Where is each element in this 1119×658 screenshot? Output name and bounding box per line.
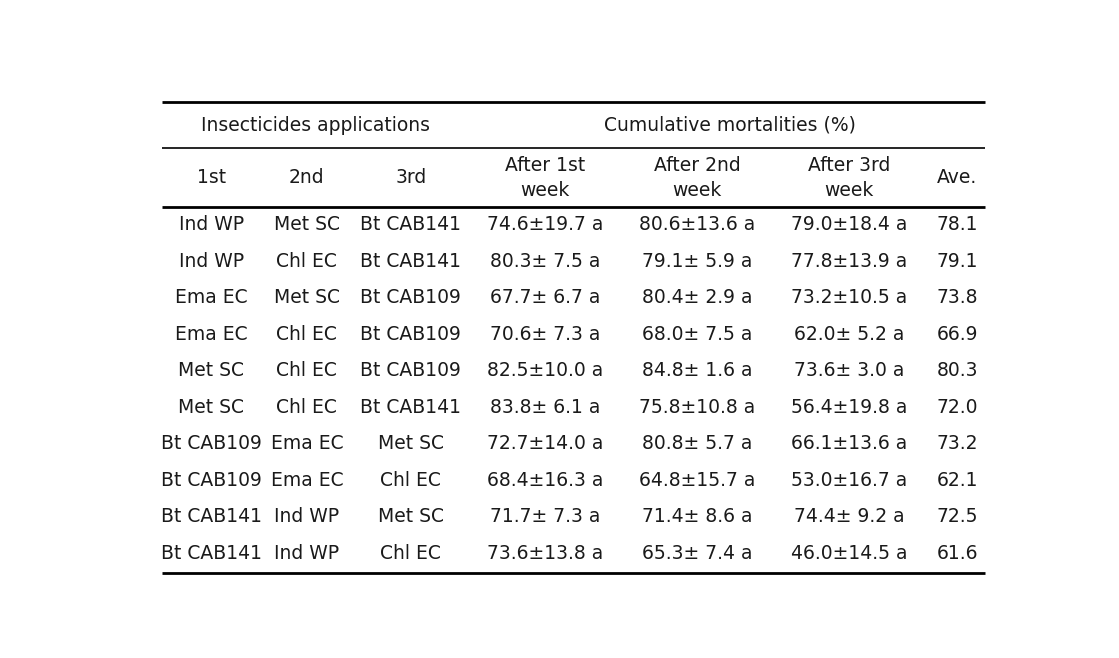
Text: Chl EC: Chl EC (276, 325, 337, 344)
Text: 72.5: 72.5 (937, 507, 978, 526)
Text: 68.0± 7.5 a: 68.0± 7.5 a (642, 325, 752, 344)
Text: Cumulative mortalities (%): Cumulative mortalities (%) (603, 116, 856, 135)
Text: Chl EC: Chl EC (380, 544, 441, 563)
Text: 64.8±15.7 a: 64.8±15.7 a (639, 470, 755, 490)
Text: 77.8±13.9 a: 77.8±13.9 a (791, 252, 908, 271)
Text: Ind WP: Ind WP (274, 507, 339, 526)
Text: 80.3: 80.3 (937, 361, 978, 380)
Text: 83.8± 6.1 a: 83.8± 6.1 a (490, 398, 601, 417)
Text: 71.4± 8.6 a: 71.4± 8.6 a (642, 507, 752, 526)
Text: 53.0±16.7 a: 53.0±16.7 a (791, 470, 908, 490)
Text: Bt CAB141: Bt CAB141 (161, 544, 262, 563)
Text: 73.8: 73.8 (937, 288, 978, 307)
Text: 66.9: 66.9 (937, 325, 978, 344)
Text: 80.3± 7.5 a: 80.3± 7.5 a (490, 252, 601, 271)
Text: 72.7±14.0 a: 72.7±14.0 a (487, 434, 603, 453)
Text: Met SC: Met SC (274, 288, 340, 307)
Text: Ema EC: Ema EC (271, 470, 344, 490)
Text: Met SC: Met SC (378, 507, 444, 526)
Text: 66.1±13.6 a: 66.1±13.6 a (791, 434, 908, 453)
Text: Ind WP: Ind WP (274, 544, 339, 563)
Text: Bt CAB109: Bt CAB109 (161, 470, 262, 490)
Text: 78.1: 78.1 (937, 215, 978, 234)
Text: Ind WP: Ind WP (179, 215, 244, 234)
Text: 72.0: 72.0 (937, 398, 978, 417)
Text: 79.1± 5.9 a: 79.1± 5.9 a (642, 252, 752, 271)
Text: After 3rd
week: After 3rd week (808, 155, 890, 199)
Text: 71.7± 7.3 a: 71.7± 7.3 a (490, 507, 601, 526)
Text: 73.6±13.8 a: 73.6±13.8 a (487, 544, 603, 563)
Text: 68.4±16.3 a: 68.4±16.3 a (487, 470, 603, 490)
Text: 82.5±10.0 a: 82.5±10.0 a (487, 361, 603, 380)
Text: Chl EC: Chl EC (276, 398, 337, 417)
Text: 70.6± 7.3 a: 70.6± 7.3 a (490, 325, 601, 344)
Text: 74.4± 9.2 a: 74.4± 9.2 a (793, 507, 904, 526)
Text: 2nd: 2nd (289, 168, 325, 187)
Text: Bt CAB109: Bt CAB109 (360, 288, 461, 307)
Text: 79.1: 79.1 (937, 252, 978, 271)
Text: Chl EC: Chl EC (276, 252, 337, 271)
Text: Met SC: Met SC (378, 434, 444, 453)
Text: Met SC: Met SC (178, 398, 244, 417)
Text: After 2nd
week: After 2nd week (653, 155, 741, 199)
Text: 65.3± 7.4 a: 65.3± 7.4 a (642, 544, 752, 563)
Text: 73.6± 3.0 a: 73.6± 3.0 a (793, 361, 904, 380)
Text: 73.2: 73.2 (937, 434, 978, 453)
Text: Ave.: Ave. (937, 168, 977, 187)
Text: 73.2±10.5 a: 73.2±10.5 a (791, 288, 908, 307)
Text: 56.4±19.8 a: 56.4±19.8 a (791, 398, 908, 417)
Text: 61.6: 61.6 (937, 544, 978, 563)
Text: Ema EC: Ema EC (175, 288, 247, 307)
Text: 75.8±10.8 a: 75.8±10.8 a (639, 398, 755, 417)
Text: Bt CAB109: Bt CAB109 (360, 361, 461, 380)
Text: Ind WP: Ind WP (179, 252, 244, 271)
Text: After 1st
week: After 1st week (505, 155, 585, 199)
Text: 74.6±19.7 a: 74.6±19.7 a (487, 215, 603, 234)
Text: 46.0±14.5 a: 46.0±14.5 a (791, 544, 908, 563)
Text: Bt CAB141: Bt CAB141 (360, 398, 461, 417)
Text: 62.0± 5.2 a: 62.0± 5.2 a (793, 325, 904, 344)
Text: 62.1: 62.1 (937, 470, 978, 490)
Text: Bt CAB109: Bt CAB109 (161, 434, 262, 453)
Text: Ema EC: Ema EC (175, 325, 247, 344)
Text: 80.8± 5.7 a: 80.8± 5.7 a (642, 434, 752, 453)
Text: 80.4± 2.9 a: 80.4± 2.9 a (642, 288, 752, 307)
Text: 1st: 1st (197, 168, 226, 187)
Text: Met SC: Met SC (274, 215, 340, 234)
Text: 79.0±18.4 a: 79.0±18.4 a (791, 215, 908, 234)
Text: Insecticides applications: Insecticides applications (201, 116, 430, 135)
Text: 3rd: 3rd (395, 168, 426, 187)
Text: Ema EC: Ema EC (271, 434, 344, 453)
Text: 67.7± 6.7 a: 67.7± 6.7 a (490, 288, 601, 307)
Text: Met SC: Met SC (178, 361, 244, 380)
Text: Bt CAB141: Bt CAB141 (360, 252, 461, 271)
Text: 80.6±13.6 a: 80.6±13.6 a (639, 215, 755, 234)
Text: Chl EC: Chl EC (276, 361, 337, 380)
Text: Bt CAB109: Bt CAB109 (360, 325, 461, 344)
Text: 84.8± 1.6 a: 84.8± 1.6 a (642, 361, 752, 380)
Text: Bt CAB141: Bt CAB141 (161, 507, 262, 526)
Text: Chl EC: Chl EC (380, 470, 441, 490)
Text: Bt CAB141: Bt CAB141 (360, 215, 461, 234)
